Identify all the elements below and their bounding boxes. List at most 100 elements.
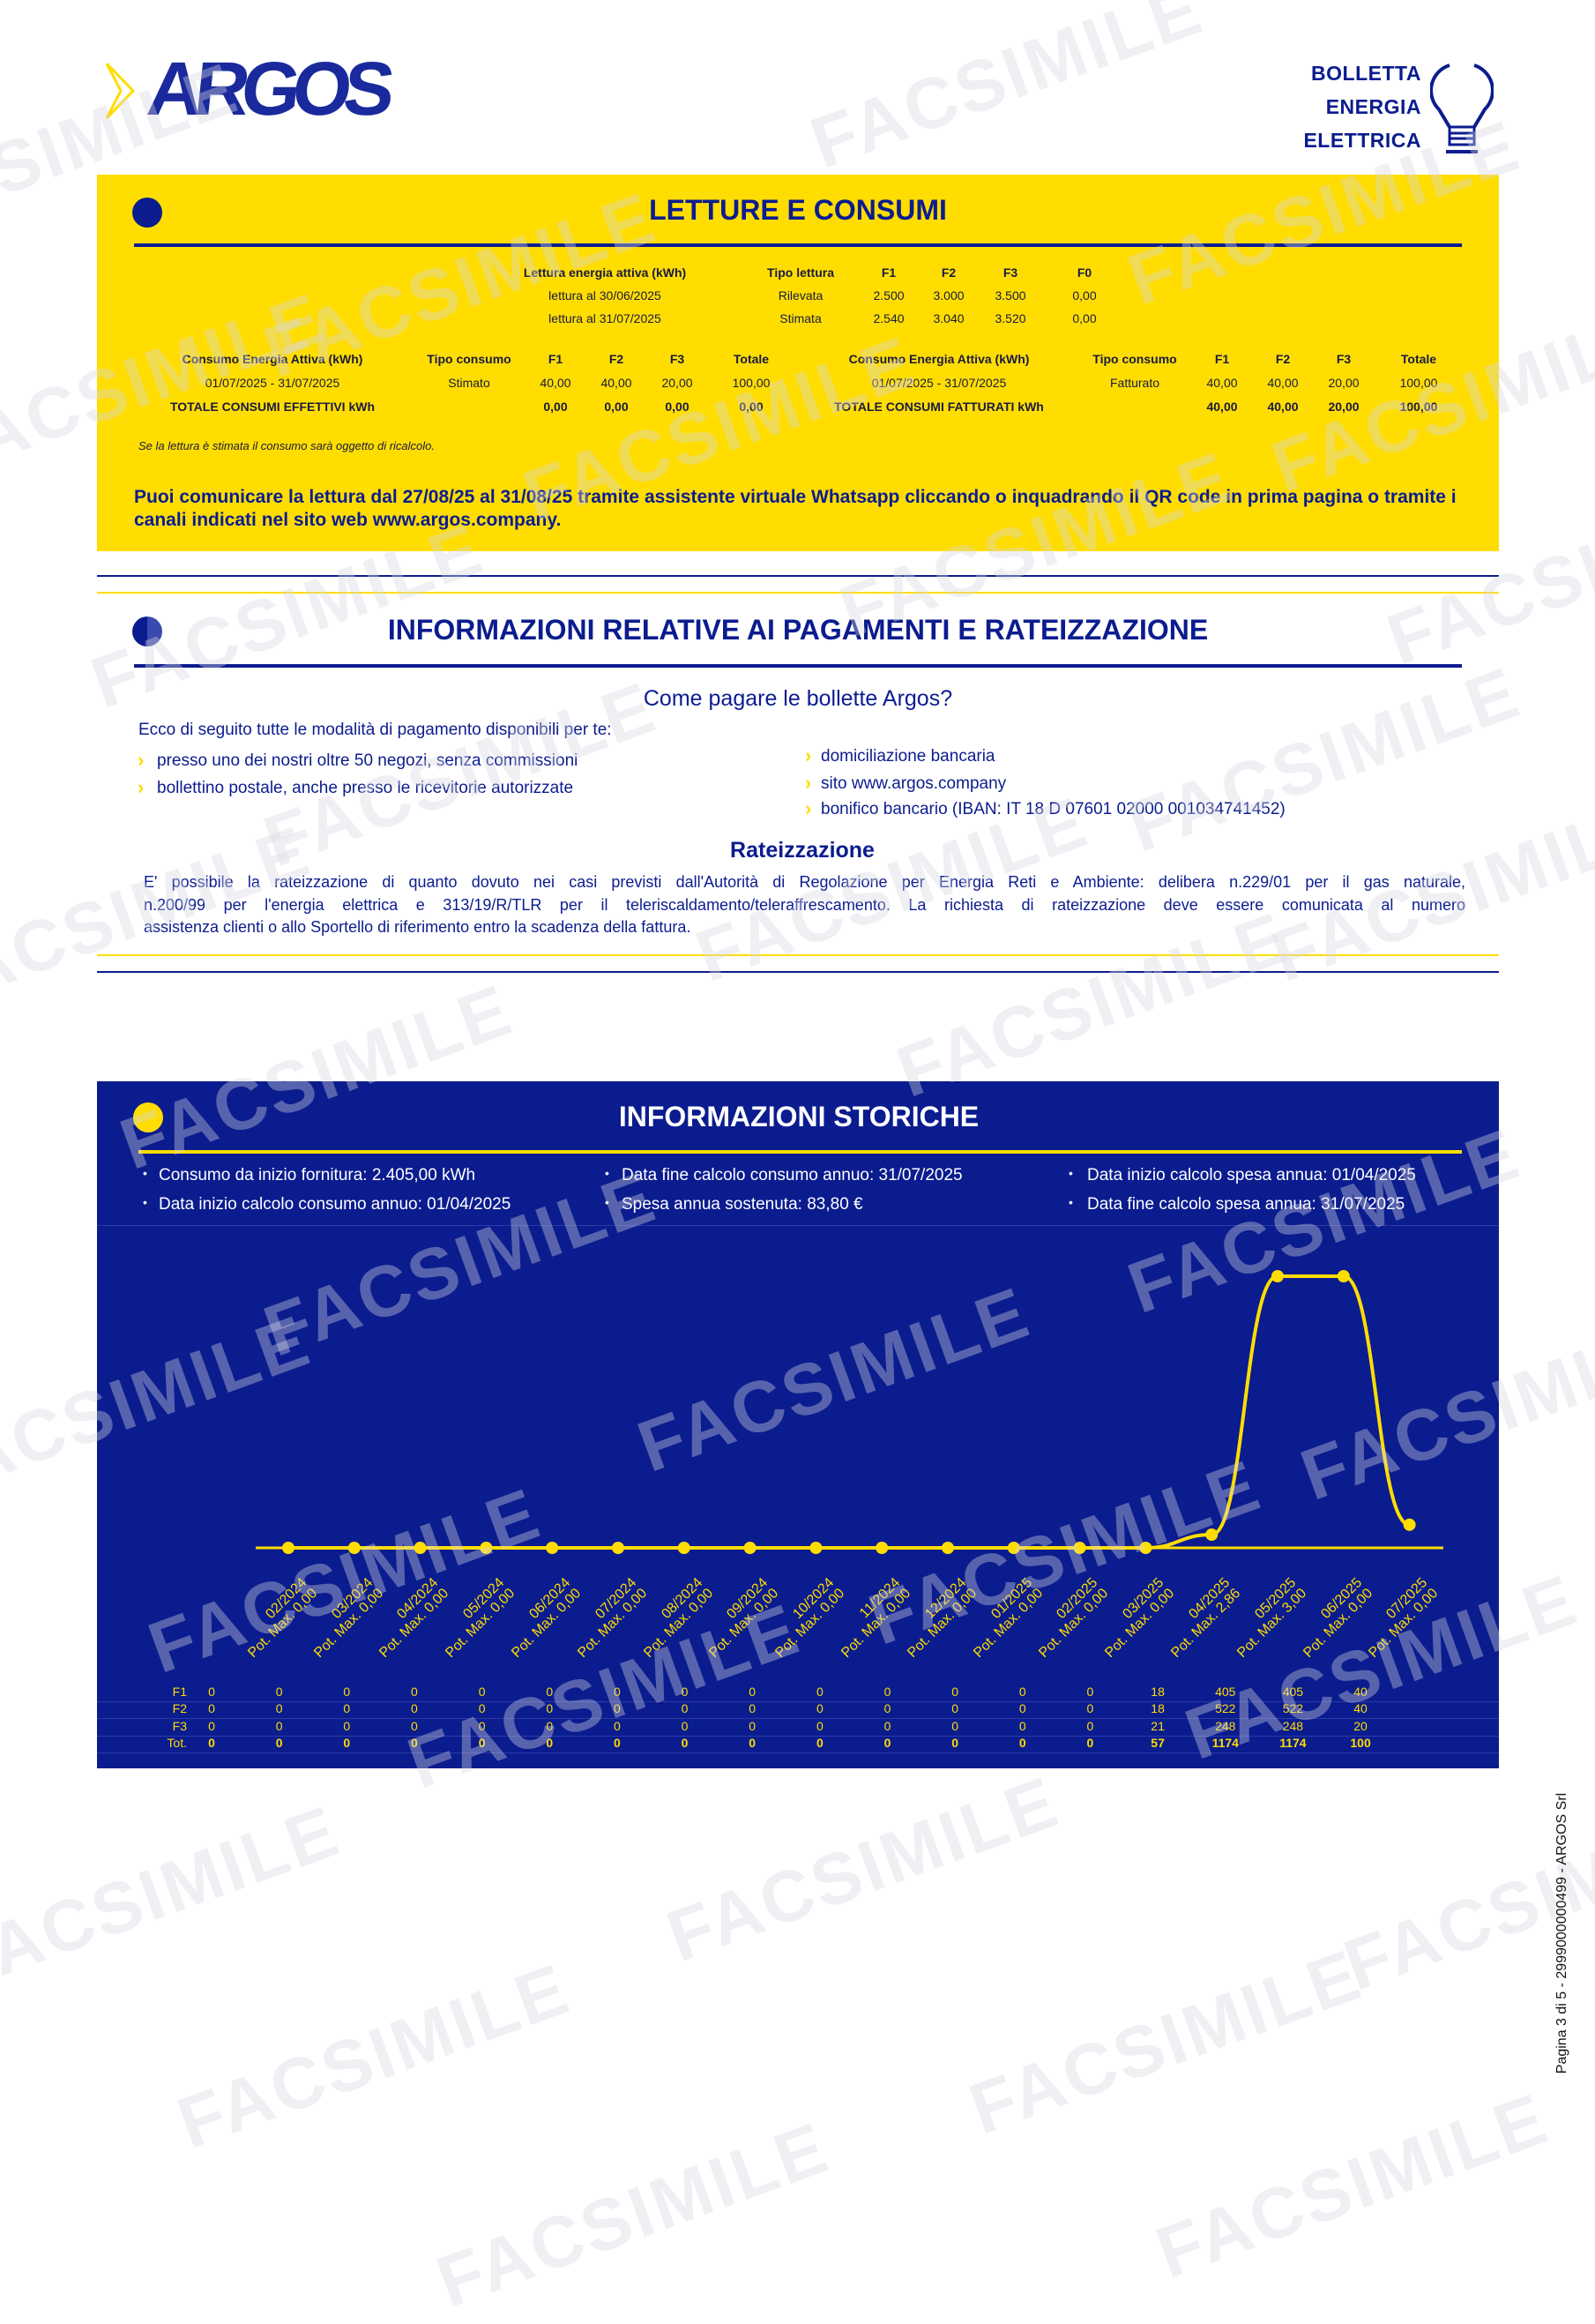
consumption-cell: 40,00 — [600, 376, 632, 390]
table-cell: 0 — [546, 1701, 554, 1715]
consumption-header: Tipo consumo — [1092, 352, 1177, 366]
consumption-header: F3 — [669, 352, 685, 366]
table-cell: 18 — [1151, 1701, 1165, 1715]
table-cell: 0 — [681, 1736, 689, 1750]
comunica-line-2: canali indicati nel sito web www.argos.c… — [134, 510, 562, 530]
row-divider — [97, 1752, 1499, 1753]
consumption-header: Totale — [1400, 352, 1437, 366]
rate-text-1: E' possibile la rateizzazione di quanto … — [144, 873, 1465, 891]
pagamenti-title: INFORMAZIONI RELATIVE AI PAGAMENTI E RAT… — [387, 614, 1209, 646]
rate-text-3: assistenza clienti o allo Sportello di r… — [144, 918, 691, 936]
table-cell: 0 — [816, 1685, 824, 1699]
row-divider — [97, 1736, 1499, 1737]
reading-cell: 3.040 — [933, 311, 965, 325]
consumption-header: F1 — [1214, 352, 1230, 366]
half-moon-icon — [132, 616, 162, 646]
reading-cell: 3.500 — [995, 288, 1026, 303]
table-cell: 0 — [749, 1719, 757, 1733]
consumption-header: Consumo Energia Attiva (kWh) — [848, 352, 1030, 366]
consumption-header: Tipo consumo — [427, 352, 511, 366]
table-cell: 0 — [208, 1701, 215, 1715]
table-cell: 0 — [883, 1701, 891, 1715]
consumption-total: TOTALE CONSUMI EFFETTIVI kWh — [169, 400, 376, 414]
consumption-total: 0,00 — [665, 400, 689, 414]
table-cell: 0 — [883, 1719, 891, 1733]
table-cell: 0 — [1086, 1685, 1094, 1699]
consumption-total: 40,00 — [1267, 400, 1299, 414]
table-cell: 0 — [343, 1701, 351, 1715]
facsimile-watermark: FACSIMILE — [427, 2107, 839, 2323]
payment-option: bonifico bancario (IBAN: IT 18 D 07601 0… — [821, 800, 1286, 818]
estimate-note: Se la lettura è stimata il consumo sarà … — [138, 439, 436, 452]
bullet-icon: • — [143, 1166, 147, 1180]
table-cell: 1174 — [1279, 1736, 1307, 1750]
bullet-icon: • — [605, 1166, 609, 1180]
consumption-cell: Stimato — [448, 376, 490, 390]
row-label: F1 — [172, 1685, 187, 1699]
facsimile-watermark: FACSIMILE — [168, 1948, 580, 2164]
bullet-icon: • — [1069, 1166, 1073, 1180]
payment-option: sito www.argos.company — [821, 774, 1007, 793]
table-cell: 18 — [1151, 1685, 1165, 1699]
table-cell: 0 — [749, 1685, 757, 1699]
consumption-header: F2 — [1275, 352, 1291, 366]
reading-cell: 3.520 — [995, 311, 1026, 325]
chevron-icon: › — [805, 797, 812, 819]
table-cell: 20 — [1353, 1719, 1368, 1733]
consumption-total: 0,00 — [739, 400, 764, 414]
consumption-total: 20,00 — [1328, 400, 1360, 414]
letture-section — [97, 175, 1499, 551]
table-cell: 0 — [951, 1719, 959, 1733]
table-cell: 0 — [816, 1736, 824, 1750]
history-info-item: Data fine calcolo consumo annuo: 31/07/2… — [622, 1166, 963, 1184]
table-cell: 0 — [478, 1736, 486, 1750]
table-cell: 248 — [1282, 1719, 1304, 1733]
divider — [97, 592, 1499, 594]
table-cell: 0 — [411, 1701, 418, 1715]
table-cell: 57 — [1151, 1736, 1165, 1750]
table-cell: 0 — [208, 1719, 215, 1733]
facsimile-watermark: FACSIMILE — [801, 0, 1214, 184]
table-cell: 0 — [546, 1719, 554, 1733]
consumption-cell: 100,00 — [732, 376, 771, 390]
divider — [97, 1225, 1499, 1226]
table-cell: 0 — [1018, 1685, 1026, 1699]
table-cell: 0 — [681, 1701, 689, 1715]
consumption-cell: 40,00 — [540, 376, 571, 390]
how-to-pay-heading: Come pagare le bollette Argos? — [643, 686, 953, 711]
table-cell: 0 — [411, 1685, 418, 1699]
row-label: F2 — [172, 1701, 187, 1715]
facsimile-watermark: FACSIMILE — [1146, 2078, 1560, 2294]
history-info-item: Data inizio calcolo spesa annua: 01/04/2… — [1087, 1166, 1416, 1184]
reading-cell: 0,00 — [1072, 288, 1097, 303]
table-cell: 0 — [816, 1719, 824, 1733]
table-cell: 40 — [1353, 1685, 1368, 1699]
bullet-icon: • — [1069, 1195, 1073, 1209]
consumption-cell: 01/07/2025 - 31/07/2025 — [871, 376, 1007, 390]
payment-option: presso uno dei nostri oltre 50 negozi, s… — [157, 751, 578, 770]
doc-type-line-1: BOLLETTA — [1311, 62, 1421, 85]
table-cell: 0 — [816, 1701, 824, 1715]
table-cell: 0 — [951, 1736, 959, 1750]
reading-header: F1 — [881, 265, 897, 280]
table-cell: 522 — [1282, 1701, 1304, 1715]
payment-option: domiciliazione bancaria — [821, 747, 995, 766]
table-cell: 0 — [1086, 1719, 1094, 1733]
table-cell: 405 — [1282, 1685, 1304, 1699]
page-footer: Pagina 3 di 5 - 2999000000499 - ARGOS Sr… — [1554, 1792, 1569, 2074]
table-cell: 0 — [613, 1736, 621, 1750]
table-cell: 0 — [613, 1719, 621, 1733]
row-divider — [97, 1718, 1499, 1719]
consumption-header: F3 — [1336, 352, 1352, 366]
table-cell: 0 — [208, 1736, 215, 1750]
reading-cell: Rilevata — [778, 288, 824, 303]
table-cell: 0 — [275, 1701, 283, 1715]
doc-type-line-2: ENERGIA — [1325, 95, 1421, 118]
table-cell: 0 — [749, 1736, 757, 1750]
payment-intro: Ecco di seguito tutte le modalità di pag… — [138, 721, 612, 739]
consumption-header: Consumo Energia Attiva (kWh) — [182, 352, 363, 366]
consumption-total: 0,00 — [543, 400, 568, 414]
consumption-header: F2 — [608, 352, 624, 366]
consumption-cell: 40,00 — [1267, 376, 1299, 390]
consumption-header: Totale — [733, 352, 770, 366]
